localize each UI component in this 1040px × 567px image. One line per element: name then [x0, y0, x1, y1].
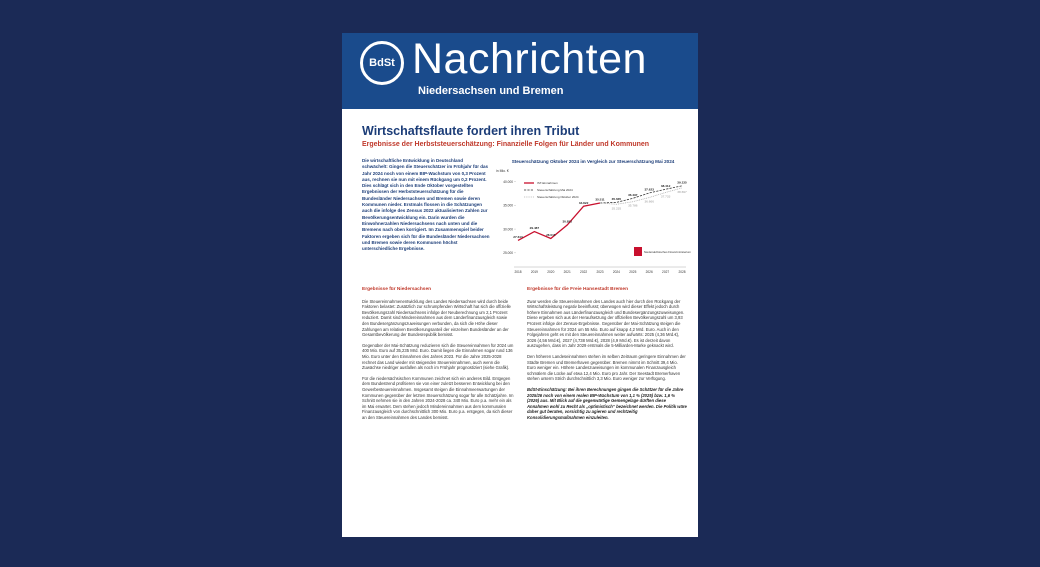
series-line — [517, 202, 601, 241]
paragraph: Zwar werden die Steuereinnahmen des Land… — [527, 298, 685, 349]
legend-entry: Steuerschätzung Mai 2024 — [537, 188, 573, 192]
x-tick-label: 2026 — [646, 270, 653, 274]
source: Niedersächsisches Finanzministerium — [644, 250, 692, 254]
column-heading: Ergebnisse für Niedersachsen — [362, 287, 432, 292]
chart-title: Steuerschätzung Oktober 2024 im Vergleic… — [512, 159, 675, 164]
legend-entry: Steuerschätzung Oktober 2024 — [537, 195, 579, 199]
header-subtitle: Niedersachsen und Bremen — [418, 85, 564, 97]
header-title: Nachrichten — [412, 35, 647, 83]
x-tick-label: 2028 — [678, 270, 685, 274]
value-label: 35.786 — [628, 204, 638, 208]
x-tick-label: 2027 — [662, 270, 669, 274]
logo: BdSt — [360, 41, 404, 85]
y-axis-label: in Mio. € — [496, 169, 509, 173]
x-tick-label: 2020 — [547, 270, 554, 274]
y-tick-label: 30.000 — [503, 227, 513, 231]
x-tick-label: 2025 — [629, 270, 636, 274]
value-label: 38.412 — [661, 184, 671, 188]
value-label: 39.135 — [677, 180, 687, 184]
column-heading: Ergebnisse für die Freie Hansestadt Brem… — [527, 287, 629, 292]
series-line — [599, 185, 683, 204]
article-subtitle: Ergebnisse der Herbststeuerschätzung: Fi… — [362, 141, 650, 148]
x-tick-label: 2018 — [514, 270, 521, 274]
value-label: 35.635 — [612, 197, 622, 201]
legend-entry: IST-Einnahmen — [537, 181, 558, 185]
value-label: 35.511 — [595, 198, 605, 202]
newsletter-page: BdSt Nachrichten Niedersachsen und Breme… — [342, 33, 698, 537]
value-label: 37.623 — [644, 187, 654, 191]
x-tick-label: 2023 — [596, 270, 603, 274]
y-tick-label: 25.000 — [503, 251, 513, 255]
series-line — [599, 187, 683, 205]
value-label: 27.613 — [513, 235, 523, 239]
value-label: 34.822 — [579, 201, 589, 205]
value-label: 29.487 — [530, 226, 540, 230]
assessment: BdSt-Einschätzung: Bei ihren Berechnunge… — [527, 386, 687, 420]
x-tick-label: 2021 — [564, 270, 571, 274]
value-label: 30.853 — [562, 220, 572, 224]
source-logo-mark — [634, 247, 642, 256]
y-tick-label: 40.000 — [503, 180, 513, 184]
intro: Die wirtschaftliche Entwicklung in Deuts… — [362, 158, 490, 252]
value-label: 36.666 — [644, 200, 654, 204]
paragraph: Für die niedersächsischen Kommunen zeich… — [362, 375, 514, 420]
header-band: BdSt Nachrichten Niedersachsen und Breme… — [342, 33, 698, 109]
column: Ergebnisse für Niedersachsen Die Steuerei… — [362, 287, 514, 425]
value-label: 28.015 — [546, 233, 556, 237]
value-label: 38.697 — [677, 190, 687, 194]
article-title: Wirtschaftsflaute fordert ihren Tribut — [362, 124, 580, 138]
chart: Steuerschätzung Oktober 2024 im Vergleic… — [496, 159, 692, 274]
paragraph: Die Steuereinnahmenentwicklung des Lande… — [362, 298, 511, 338]
column: Ergebnisse für die Freie Hansestadt Brem… — [527, 287, 687, 425]
value-label: 35.235 — [612, 206, 622, 210]
value-label: 36.497 — [628, 193, 638, 197]
paragraph: Den höheren Landeseinnahmen stehen im se… — [527, 353, 686, 382]
value-label: 37.733 — [661, 194, 671, 198]
x-tick-label: 2019 — [531, 270, 538, 274]
paragraph: Gegenüber der Mai-Schätzung reduzieren s… — [362, 342, 514, 371]
y-tick-label: 35.000 — [503, 204, 513, 208]
x-tick-label: 2024 — [613, 270, 620, 274]
x-tick-label: 2022 — [580, 270, 587, 274]
